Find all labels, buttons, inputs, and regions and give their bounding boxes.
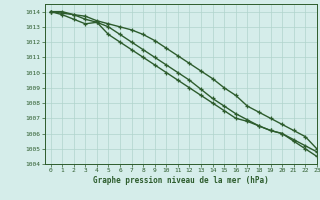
X-axis label: Graphe pression niveau de la mer (hPa): Graphe pression niveau de la mer (hPa): [93, 176, 269, 185]
